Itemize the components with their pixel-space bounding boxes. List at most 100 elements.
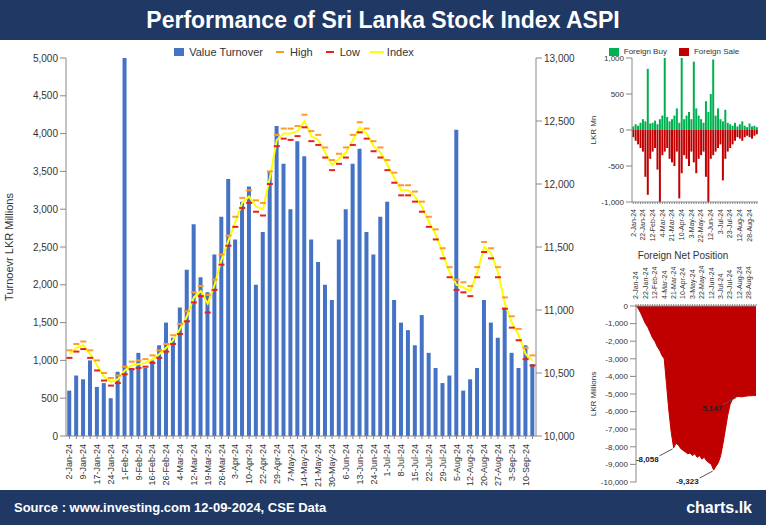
svg-text:-1,000: -1,000: [605, 319, 628, 328]
svg-text:12-Feb-24: 12-Feb-24: [649, 209, 656, 241]
svg-text:22-Jan-24: 22-Jan-24: [642, 267, 649, 299]
svg-text:2,000: 2,000: [33, 279, 58, 290]
svg-text:10-Apr-24: 10-Apr-24: [244, 444, 254, 484]
svg-text:10,500: 10,500: [544, 368, 575, 379]
svg-text:-7,000: -7,000: [605, 425, 628, 434]
svg-text:0: 0: [52, 431, 58, 442]
svg-text:11,000: 11,000: [544, 305, 574, 316]
svg-text:22-Apr-24: 22-Apr-24: [258, 444, 268, 484]
svg-text:4,500: 4,500: [33, 90, 58, 101]
svg-text:0: 0: [620, 126, 625, 135]
svg-text:3-Apr-24: 3-Apr-24: [230, 444, 240, 479]
svg-text:-8,058: -8,058: [636, 455, 659, 464]
svg-text:30-May-24: 30-May-24: [327, 444, 337, 487]
svg-text:3,000: 3,000: [33, 204, 58, 215]
svg-text:12-Aug-24: 12-Aug-24: [736, 266, 744, 299]
svg-text:1-Jul-24: 1-Jul-24: [382, 444, 392, 477]
svg-text:9-Feb-24: 9-Feb-24: [134, 444, 144, 481]
svg-text:-4,000: -4,000: [605, 372, 628, 381]
svg-text:21-Mar-24: 21-Mar-24: [668, 209, 675, 241]
svg-text:2,500: 2,500: [33, 242, 58, 253]
svg-text:4-Mar-24: 4-Mar-24: [175, 444, 185, 481]
svg-text:2-Jan-24: 2-Jan-24: [632, 271, 639, 299]
svg-text:4-Mar-24: 4-Mar-24: [659, 209, 666, 238]
svg-text:10-Apr-24: 10-Apr-24: [678, 209, 686, 240]
svg-text:12-Feb-24: 12-Feb-24: [651, 267, 658, 299]
svg-text:4-Mar-24: 4-Mar-24: [661, 270, 668, 299]
svg-text:500: 500: [41, 393, 58, 404]
svg-text:12-Mar-24: 12-Mar-24: [189, 444, 199, 486]
svg-text:0: 0: [624, 302, 629, 311]
svg-text:12-Jun-24: 12-Jun-24: [708, 267, 715, 299]
svg-text:-5,147: -5,147: [699, 404, 722, 413]
svg-text:22-May-24: 22-May-24: [698, 265, 706, 299]
svg-text:20-Aug-24: 20-Aug-24: [479, 444, 489, 486]
svg-text:29-Jul-24: 29-Jul-24: [438, 444, 448, 482]
svg-text:LKR Mn: LKR Mn: [589, 116, 598, 145]
svg-text:12,500: 12,500: [544, 116, 575, 127]
svg-text:22-May-24: 22-May-24: [697, 209, 705, 243]
svg-text:24-Jan-24: 24-Jan-24: [106, 444, 116, 485]
svg-text:8-Jul-24: 8-Jul-24: [396, 444, 406, 477]
svg-text:19-Mar-24: 19-Mar-24: [203, 444, 213, 486]
svg-text:17-Jan-24: 17-Jan-24: [92, 444, 102, 485]
svg-text:3-Jul-24: 3-Jul-24: [717, 274, 724, 299]
svg-text:1,000: 1,000: [604, 54, 625, 63]
svg-text:-8,000: -8,000: [605, 443, 628, 452]
svg-text:16-Feb-24: 16-Feb-24: [147, 444, 157, 486]
svg-text:12-Jun-24: 12-Jun-24: [707, 209, 714, 241]
svg-text:21-Mar-24: 21-Mar-24: [670, 267, 677, 299]
svg-text:-10,000: -10,000: [601, 478, 629, 487]
svg-text:26-Mar-24: 26-Mar-24: [217, 444, 227, 486]
svg-text:4,000: 4,000: [33, 128, 58, 139]
svg-text:10-Sep-24: 10-Sep-24: [521, 444, 531, 486]
svg-text:6-Jun-24: 6-Jun-24: [341, 444, 351, 480]
svg-text:7-May-24: 7-May-24: [286, 444, 296, 482]
svg-text:-9,323: -9,323: [676, 477, 699, 486]
svg-text:LKR Millions: LKR Millions: [589, 372, 598, 416]
svg-text:15-Jul-24: 15-Jul-24: [410, 444, 420, 482]
svg-text:3-Sep-24: 3-Sep-24: [507, 444, 517, 481]
svg-text:10,000: 10,000: [544, 431, 575, 442]
svg-text:-500: -500: [608, 162, 625, 171]
svg-text:24-Jun-24: 24-Jun-24: [369, 444, 379, 485]
svg-text:22-Jul-24: 22-Jul-24: [424, 444, 434, 482]
svg-text:-2,000: -2,000: [605, 337, 628, 346]
svg-text:23-Jul-24: 23-Jul-24: [726, 270, 733, 299]
svg-text:13-Jun-24: 13-Jun-24: [355, 444, 365, 485]
svg-text:2-Jan-24: 2-Jan-24: [630, 209, 637, 237]
svg-text:1,500: 1,500: [33, 317, 58, 328]
svg-text:10-Apr-24: 10-Apr-24: [679, 268, 687, 299]
svg-text:2-Jan-24: 2-Jan-24: [64, 444, 74, 480]
svg-text:-1,000: -1,000: [601, 198, 624, 207]
svg-text:9-Jan-24: 9-Jan-24: [78, 444, 88, 480]
svg-text:28-Aug-24: 28-Aug-24: [746, 209, 754, 242]
svg-text:1-Feb-24: 1-Feb-24: [120, 444, 130, 481]
svg-text:Turnoevr LKR Millions: Turnoevr LKR Millions: [8, 193, 15, 301]
svg-text:-5,000: -5,000: [605, 390, 628, 399]
svg-text:500: 500: [611, 90, 625, 99]
svg-text:23-Jul-24: 23-Jul-24: [726, 209, 733, 238]
svg-text:28-Aug-24: 28-Aug-24: [745, 266, 753, 299]
svg-text:12-Aug-24: 12-Aug-24: [736, 209, 744, 242]
svg-text:5,000: 5,000: [33, 53, 58, 64]
svg-text:5-Aug-24: 5-Aug-24: [452, 444, 462, 481]
svg-text:-3,000: -3,000: [605, 355, 628, 364]
svg-text:3,500: 3,500: [33, 166, 58, 177]
svg-text:29-Apr-24: 29-Apr-24: [272, 444, 282, 484]
svg-text:12-Aug-24: 12-Aug-24: [465, 444, 475, 486]
svg-text:14-May-24: 14-May-24: [299, 444, 309, 487]
svg-text:11,500: 11,500: [544, 242, 574, 253]
svg-text:22-Jan-24: 22-Jan-24: [639, 209, 646, 241]
svg-text:21-May-24: 21-May-24: [313, 444, 323, 487]
svg-text:12,000: 12,000: [544, 179, 575, 190]
svg-text:3-May-24: 3-May-24: [688, 209, 696, 239]
svg-text:1,000: 1,000: [33, 355, 58, 366]
svg-text:3-May-24: 3-May-24: [689, 269, 697, 299]
svg-text:26-Feb-24: 26-Feb-24: [161, 444, 171, 486]
svg-text:13,000: 13,000: [544, 53, 575, 64]
svg-text:-9,000: -9,000: [605, 460, 628, 469]
svg-text:27-Aug-24: 27-Aug-24: [493, 444, 503, 486]
svg-text:3-Jul-24: 3-Jul-24: [717, 209, 724, 234]
svg-text:-6,000: -6,000: [605, 407, 628, 416]
